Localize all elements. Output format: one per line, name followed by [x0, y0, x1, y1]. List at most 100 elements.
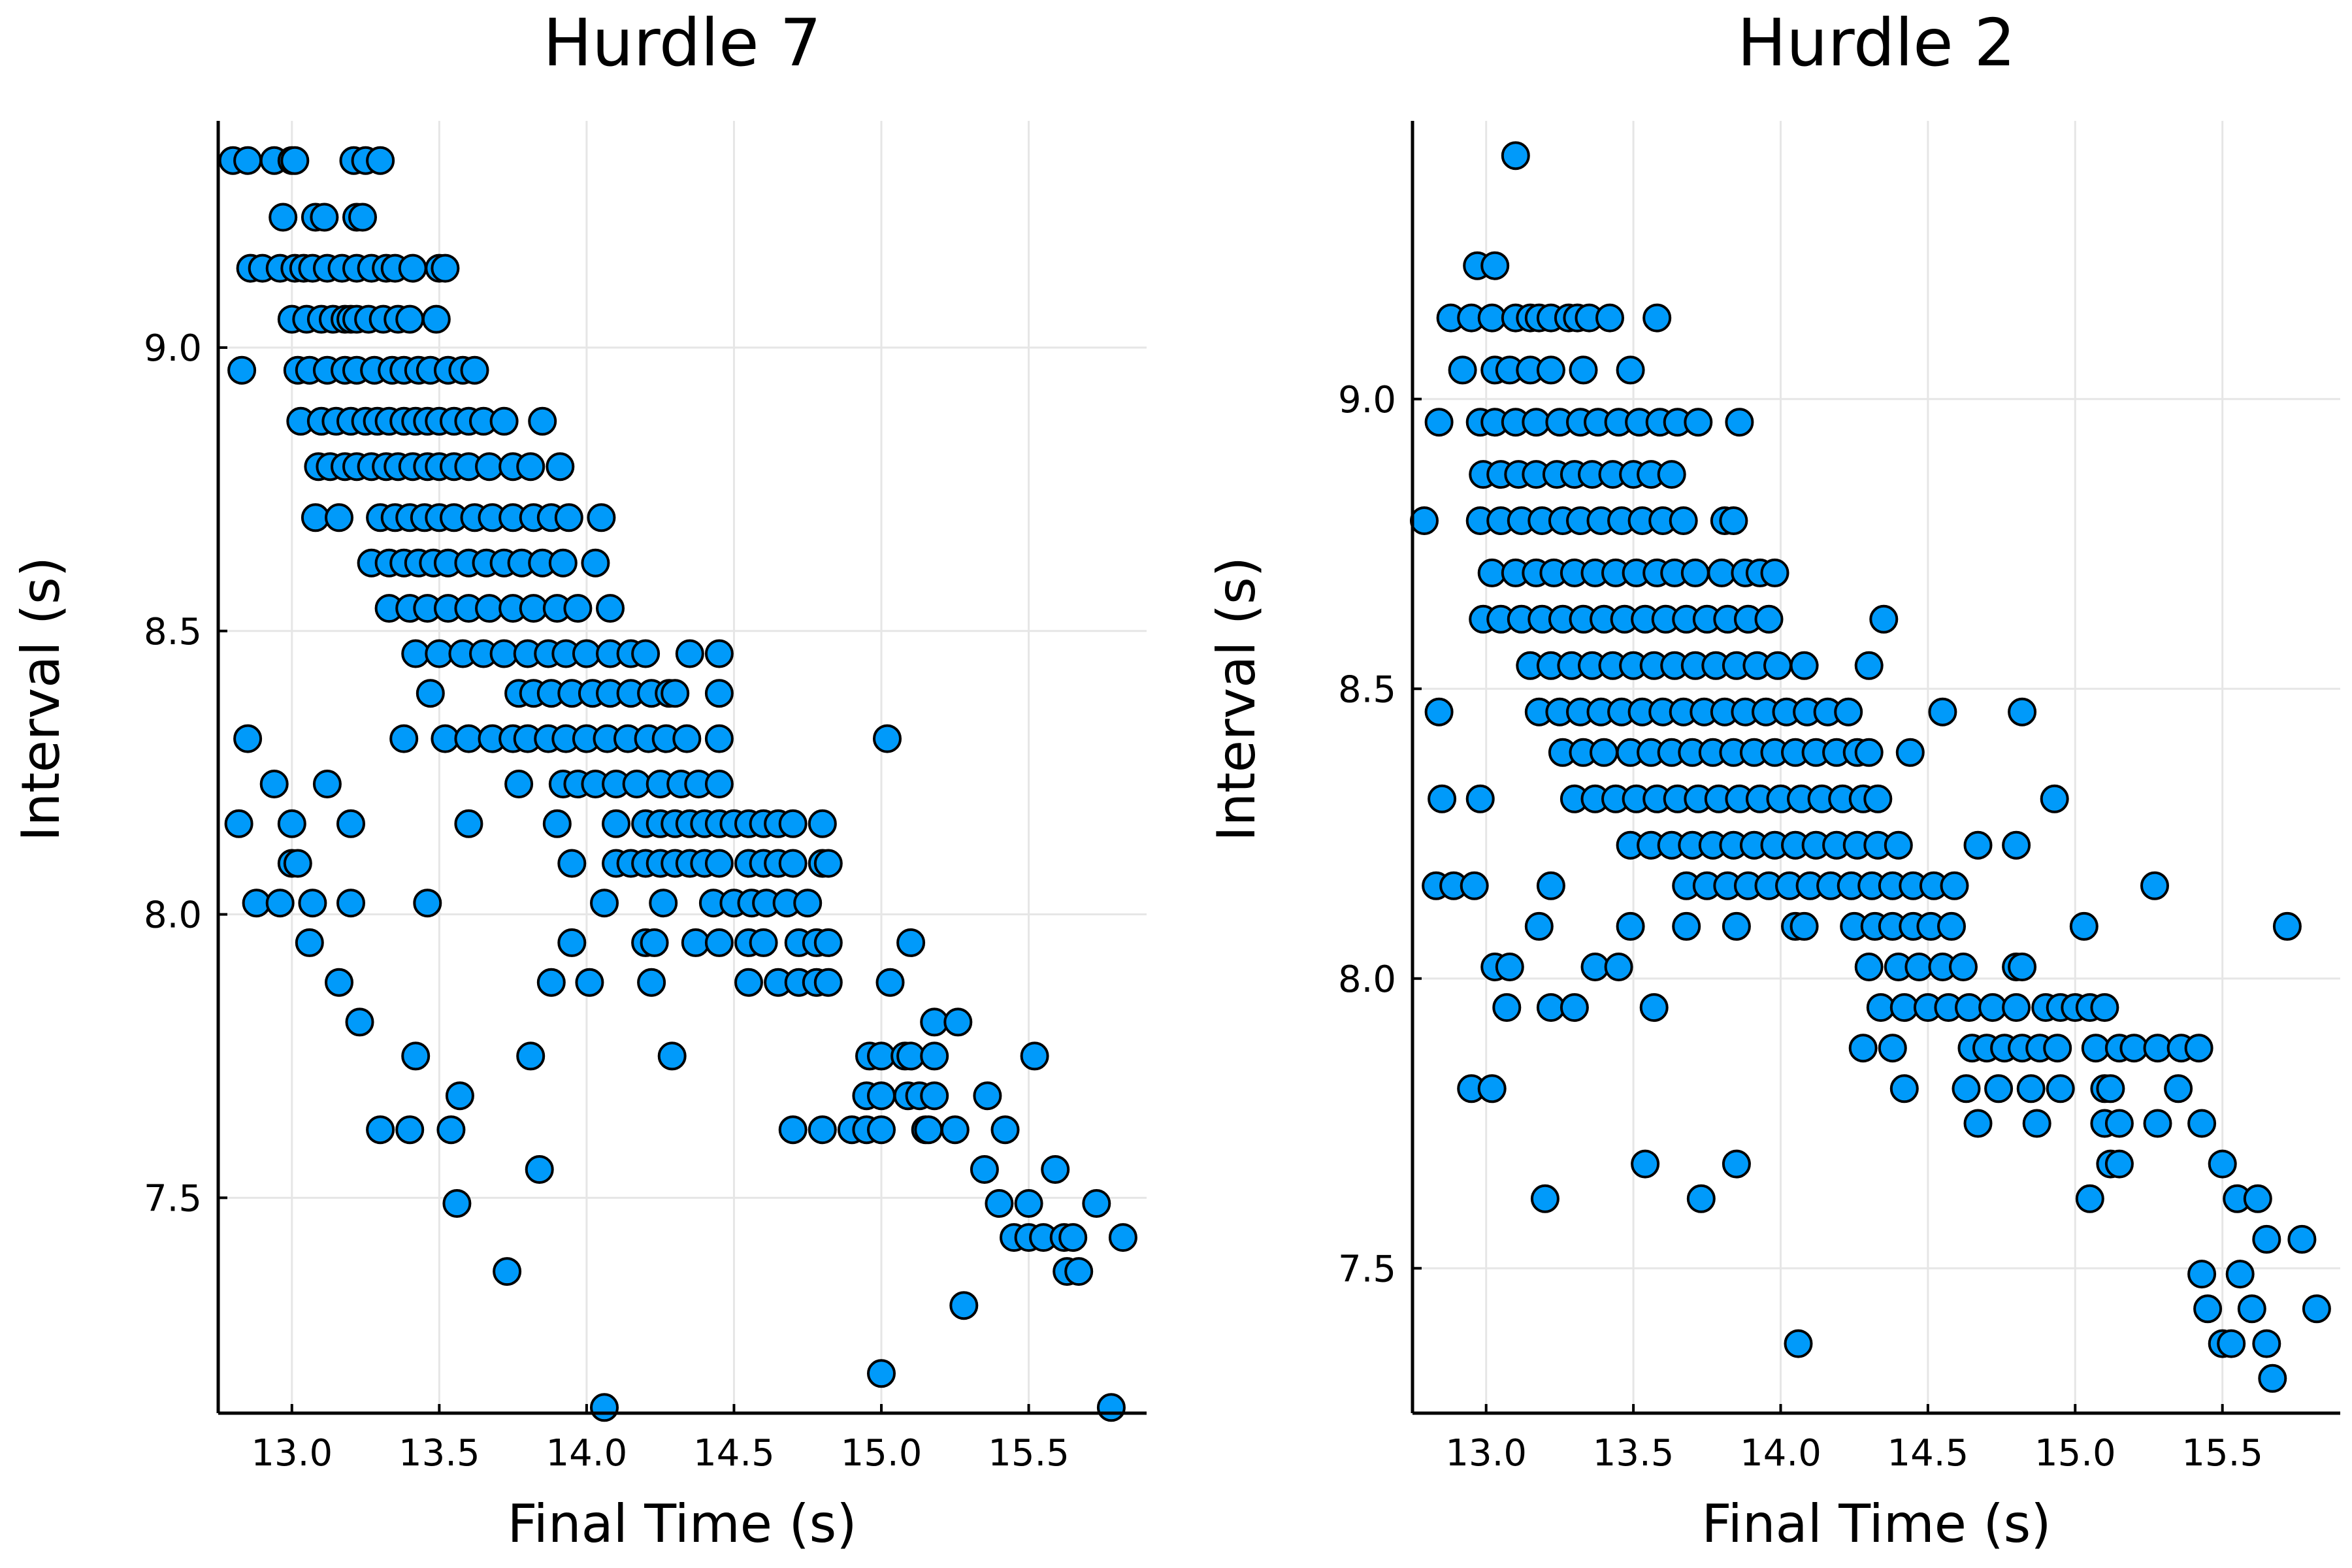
scatter-point — [896, 1041, 926, 1071]
scatter-point — [1522, 408, 1551, 437]
tick-marks: 13.0 13.5 14.0 14.5 15.0 15.5 7.5 8.0 8.5 9.0 — [144, 327, 1070, 1475]
scatter-point — [301, 503, 330, 532]
scatter-points — [218, 146, 1137, 1422]
scatter-point — [1686, 1184, 1716, 1213]
chart-title: Hurdle 7 — [543, 5, 821, 81]
scatter-point — [637, 968, 666, 997]
x-tick-label: 13.5 — [399, 1432, 480, 1475]
scatter-point — [312, 770, 342, 798]
scatter-point — [1719, 506, 1748, 535]
scatter-point — [431, 253, 460, 283]
scatter-point — [681, 928, 710, 957]
scatter-point — [2002, 993, 2031, 1022]
scatter-point — [1082, 1189, 1111, 1218]
scatter-point — [259, 770, 289, 798]
scatter-point — [1058, 1223, 1088, 1252]
scatter-point — [224, 809, 253, 838]
scatter-point — [2143, 1109, 2172, 1138]
scatter-point — [233, 724, 263, 753]
scatter-point — [2002, 830, 2031, 860]
scatter-point — [1725, 408, 1754, 437]
scatter-point — [295, 928, 324, 957]
scatter-point — [536, 968, 566, 997]
scatter-point — [2184, 1034, 2213, 1063]
scatter-point — [1754, 604, 1784, 634]
y-axis-label: Interval (s) — [1206, 557, 1267, 841]
scatter-point — [2187, 1109, 2217, 1138]
scatter-point — [516, 452, 546, 482]
scatter-point — [596, 594, 625, 623]
scatter-point — [704, 639, 734, 668]
y-tick-label: 9.0 — [1338, 379, 1396, 421]
scatter-point — [1952, 1074, 1981, 1103]
scatter-point — [336, 889, 365, 918]
scatter-point — [1789, 911, 1819, 941]
scatter-point — [940, 1115, 970, 1145]
scatter-point — [778, 809, 808, 838]
scatter-point — [649, 889, 678, 918]
scatter-point — [813, 968, 843, 997]
scatter-point — [1854, 651, 1884, 680]
scatter-point — [475, 452, 504, 482]
scatter-point — [990, 1115, 1020, 1145]
y-axis-label: Interval (s) — [10, 557, 71, 841]
scatter-point — [1480, 251, 1510, 280]
scatter-point — [2287, 1224, 2317, 1254]
scatter-point — [2090, 993, 2119, 1022]
scatter-point — [734, 968, 763, 997]
x-tick-label: 15.0 — [2034, 1432, 2116, 1475]
scatter-point — [1949, 953, 1978, 981]
x-tick-label: 15.0 — [841, 1432, 923, 1475]
scatter-point — [1580, 953, 1610, 981]
scatter-point — [454, 724, 483, 753]
scatter-point — [1869, 604, 1899, 634]
scatter-point — [528, 406, 557, 436]
scatter-point — [277, 809, 306, 838]
scatter-point — [1642, 303, 1672, 333]
scatter-point — [985, 1189, 1014, 1218]
scatter-point — [920, 1041, 949, 1071]
scatter-point — [704, 724, 734, 753]
scatter-point — [704, 849, 734, 878]
scatter-point — [227, 355, 257, 385]
scatter-point — [631, 639, 661, 668]
scatter-point — [2040, 784, 2069, 813]
scatter-point — [1560, 993, 1589, 1022]
scatter-point — [1955, 993, 1984, 1022]
scatter-point — [1108, 1223, 1137, 1252]
scatter-point — [2008, 953, 2037, 981]
scatter-point — [1477, 303, 1507, 333]
scatter-point — [2075, 1184, 2104, 1213]
scatter-point — [416, 679, 445, 708]
scatter-point — [1940, 871, 1969, 900]
scatter-point — [2208, 1149, 2237, 1179]
scatter-point — [2008, 697, 2037, 727]
scatter-point — [2096, 1074, 2125, 1103]
scatter-point — [325, 968, 353, 997]
scatter-point — [2193, 1294, 2223, 1324]
scatter-point — [1428, 784, 1457, 813]
x-tick-label: 14.0 — [1740, 1432, 1821, 1475]
scatter-point — [587, 503, 616, 532]
scatter-point — [572, 639, 601, 668]
scatter-point — [1424, 697, 1454, 727]
scatter-point — [475, 594, 504, 623]
scatter-point — [970, 1155, 999, 1184]
scatter-point — [1789, 651, 1819, 680]
scatter-point — [2164, 1074, 2193, 1103]
scatter-point — [2104, 1149, 2134, 1179]
scatter-point — [808, 1115, 837, 1145]
scatter-point — [2069, 911, 2099, 941]
scatter-point — [1448, 355, 1477, 385]
scatter-point — [2302, 1294, 2331, 1324]
scatter-point — [542, 809, 572, 838]
y-tick-label: 8.5 — [144, 611, 202, 653]
scatter-point — [1963, 830, 1993, 860]
scatter-point — [1410, 506, 1439, 535]
scatter-point — [265, 889, 295, 918]
y-tick-label: 8.5 — [1338, 668, 1396, 711]
scatter-point — [813, 849, 843, 878]
scatter-point — [2187, 1260, 2217, 1289]
scatter-point — [2046, 1074, 2075, 1103]
scatter-point — [1984, 1074, 2014, 1103]
